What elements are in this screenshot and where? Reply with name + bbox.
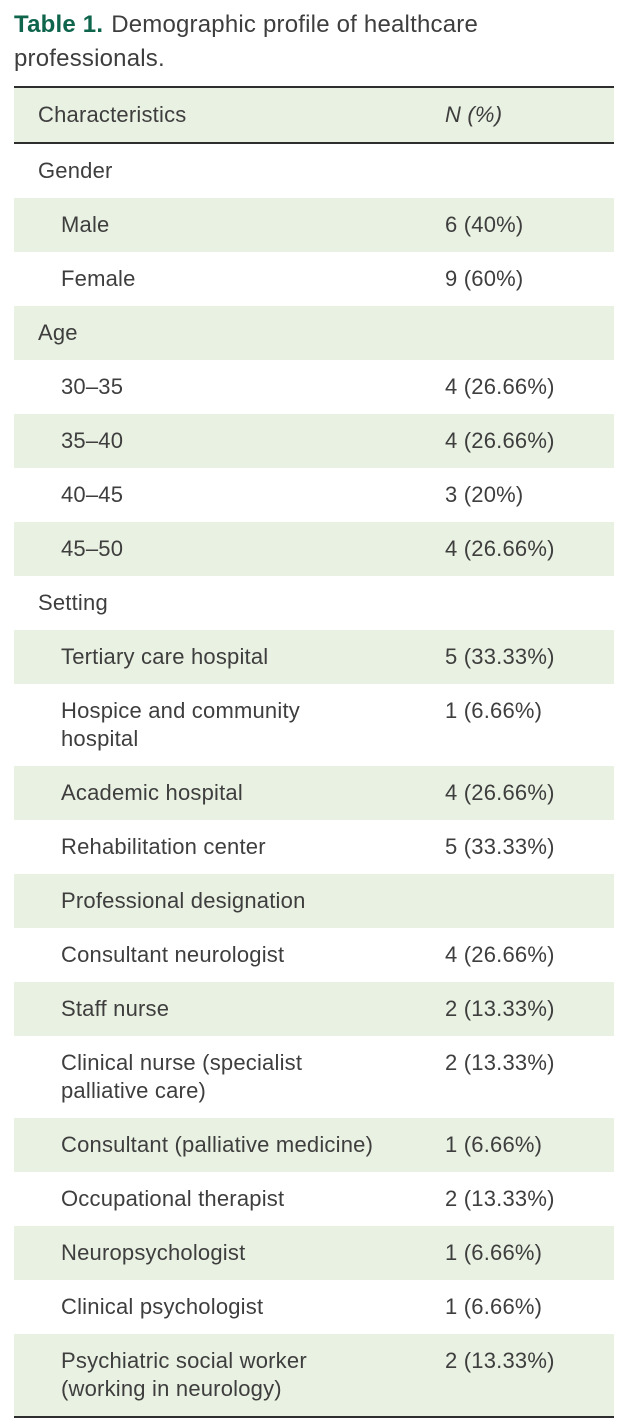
row-value: 6 (40%) [445, 212, 524, 237]
row-label: Setting [38, 590, 108, 615]
row-value [443, 306, 614, 360]
table-row-setting: Setting [14, 576, 614, 630]
table-number-label: Table 1. [14, 11, 104, 38]
row-value: 2 (13.33%) [445, 1348, 555, 1373]
table-caption-text: Demographic profile of healthcare profes… [14, 11, 478, 72]
row-label: Consultant (palliative medicine) [61, 1132, 374, 1157]
row-value: 2 (13.33%) [445, 1186, 555, 1211]
row-label: Consultant neurologist [61, 942, 285, 967]
row-label: Female [61, 266, 136, 291]
table-row-male: Male 6 (40%) [14, 198, 614, 252]
row-label: Professional designation [61, 888, 306, 913]
row-label: Psychiatric social worker (working in ne… [61, 1348, 307, 1401]
table-body: Gender Male 6 (40%) Female 9 (60%) Age 3… [14, 143, 614, 1417]
row-label: Male [61, 212, 110, 237]
row-label: Age [38, 320, 78, 345]
row-label: Neuropsychologist [61, 1240, 246, 1265]
row-value: 1 (6.66%) [445, 1240, 543, 1265]
table-row-psychiatric-social-worker: Psychiatric social worker (working in ne… [14, 1334, 614, 1417]
row-value: 1 (6.66%) [445, 698, 543, 723]
table-row-consultant-palliative-medicine: Consultant (palliative medicine) 1 (6.66… [14, 1118, 614, 1172]
table-row-rehabilitation-center: Rehabilitation center 5 (33.33%) [14, 820, 614, 874]
row-label: Staff nurse [61, 996, 170, 1021]
row-label: Occupational therapist [61, 1186, 285, 1211]
row-label: Tertiary care hospital [61, 644, 269, 669]
table-row-academic-hospital: Academic hospital 4 (26.66%) [14, 766, 614, 820]
table-header: Characteristics N (%) [14, 87, 614, 143]
row-value: 4 (26.66%) [445, 942, 555, 967]
table-caption: Table 1. Demographic profile of healthcar… [14, 8, 559, 76]
row-value: 4 (26.66%) [445, 428, 555, 453]
table-row-professional-designation: Professional designation [14, 874, 614, 928]
column-header-characteristics: Characteristics [38, 102, 187, 127]
row-label: Clinical nurse (specialist palliative ca… [61, 1050, 303, 1103]
row-label: Rehabilitation center [61, 834, 266, 859]
table-row-occupational-therapist: Occupational therapist 2 (13.33%) [14, 1172, 614, 1226]
row-label: Gender [38, 158, 113, 183]
table-row-consultant-neurologist: Consultant neurologist 4 (26.66%) [14, 928, 614, 982]
row-value: 3 (20%) [445, 482, 524, 507]
table-row-hospice-community-hospital: Hospice and community hospital 1 (6.66%) [14, 684, 614, 766]
row-value: 5 (33.33%) [445, 834, 555, 859]
row-label: Hospice and community hospital [61, 698, 300, 751]
row-value: 4 (26.66%) [445, 780, 555, 805]
row-label: 45–50 [61, 536, 124, 561]
table-row-staff-nurse: Staff nurse 2 (13.33%) [14, 982, 614, 1036]
row-value: 9 (60%) [445, 266, 524, 291]
table-row-age-30-35: 30–35 4 (26.66%) [14, 360, 614, 414]
row-value: 1 (6.66%) [445, 1132, 543, 1157]
table-row-age-40-45: 40–45 3 (20%) [14, 468, 614, 522]
row-value: 4 (26.66%) [445, 536, 555, 561]
table-row-tertiary-care-hospital: Tertiary care hospital 5 (33.33%) [14, 630, 614, 684]
table-row-age-45-50: 45–50 4 (26.66%) [14, 522, 614, 576]
row-value: 4 (26.66%) [445, 374, 555, 399]
table-row-gender: Gender [14, 143, 614, 198]
table-row-clinical-psychologist: Clinical psychologist 1 (6.66%) [14, 1280, 614, 1334]
table-row-neuropsychologist: Neuropsychologist 1 (6.66%) [14, 1226, 614, 1280]
row-value [443, 576, 614, 630]
row-label: 30–35 [61, 374, 124, 399]
row-value: 1 (6.66%) [445, 1294, 543, 1319]
row-label: Clinical psychologist [61, 1294, 264, 1319]
row-value: 5 (33.33%) [445, 644, 555, 669]
demographics-table: Characteristics N (%) Gender Male 6 (40%… [14, 86, 614, 1418]
table-row-age: Age [14, 306, 614, 360]
column-header-n-percent: N (%) [445, 102, 503, 127]
row-value [443, 874, 614, 928]
row-label: Academic hospital [61, 780, 243, 805]
row-label: 40–45 [61, 482, 124, 507]
row-value: 2 (13.33%) [445, 1050, 555, 1075]
row-value [443, 143, 614, 198]
row-value: 2 (13.33%) [445, 996, 555, 1021]
row-label: 35–40 [61, 428, 124, 453]
table-row-clinical-nurse: Clinical nurse (specialist palliative ca… [14, 1036, 614, 1118]
header-row: Characteristics N (%) [14, 87, 614, 143]
table-row-female: Female 9 (60%) [14, 252, 614, 306]
table-row-age-35-40: 35–40 4 (26.66%) [14, 414, 614, 468]
